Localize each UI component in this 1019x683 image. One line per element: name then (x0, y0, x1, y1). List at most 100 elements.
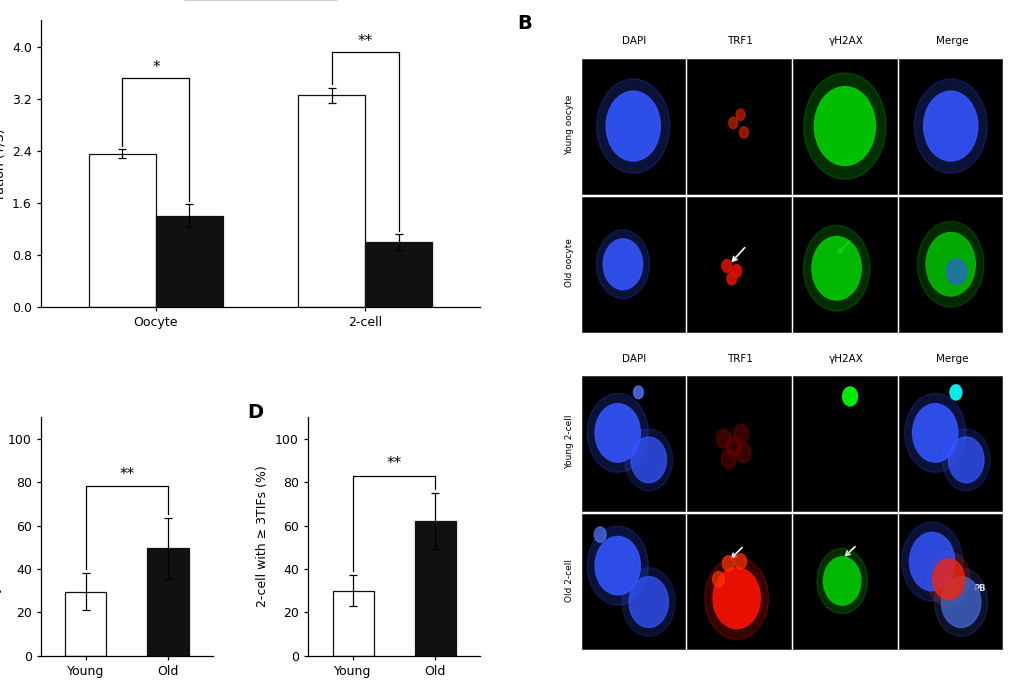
Bar (581, 59, 684, 193)
Circle shape (594, 404, 640, 462)
Text: *: * (152, 60, 160, 75)
Circle shape (942, 429, 989, 491)
Circle shape (629, 576, 667, 628)
Text: Old oocyte: Old oocyte (565, 238, 573, 287)
Circle shape (727, 273, 736, 285)
Circle shape (813, 87, 874, 165)
Text: **: ** (386, 456, 401, 471)
Circle shape (816, 548, 866, 613)
Bar (687, 197, 790, 332)
Bar (415, 521, 455, 656)
Circle shape (932, 559, 964, 600)
Circle shape (933, 568, 986, 637)
Text: TRF1: TRF1 (727, 354, 752, 364)
Circle shape (904, 393, 965, 473)
Text: TRF1: TRF1 (727, 36, 752, 46)
Circle shape (726, 437, 741, 456)
Circle shape (948, 437, 983, 483)
Circle shape (633, 386, 643, 399)
Circle shape (901, 522, 962, 601)
Text: Merge: Merge (934, 354, 967, 364)
Circle shape (625, 429, 672, 491)
Bar (898, 376, 1002, 511)
Bar (332, 591, 373, 656)
Circle shape (736, 443, 750, 462)
Text: DAPI: DAPI (622, 354, 646, 364)
Circle shape (602, 239, 642, 290)
Circle shape (946, 259, 966, 285)
Circle shape (631, 437, 665, 483)
Circle shape (587, 393, 648, 473)
Circle shape (941, 576, 980, 628)
Bar (793, 514, 896, 650)
Circle shape (594, 527, 605, 542)
Bar (148, 548, 189, 656)
Circle shape (594, 536, 640, 595)
Circle shape (596, 79, 669, 173)
Circle shape (716, 429, 731, 448)
Bar (581, 376, 684, 511)
Circle shape (811, 236, 860, 300)
Bar (365, 242, 432, 307)
Y-axis label: 2-cell with ≥ 3TIFs (%): 2-cell with ≥ 3TIFs (%) (256, 466, 269, 607)
Circle shape (596, 230, 649, 298)
Text: Old 2-cell: Old 2-cell (565, 559, 573, 602)
Circle shape (622, 568, 675, 637)
Bar (793, 376, 896, 511)
Text: **: ** (358, 34, 373, 49)
Circle shape (739, 127, 748, 138)
Bar (898, 197, 1002, 332)
Circle shape (912, 404, 957, 462)
Circle shape (803, 73, 886, 179)
Text: D: D (248, 403, 264, 421)
Circle shape (736, 109, 744, 120)
Circle shape (734, 554, 746, 569)
Circle shape (917, 221, 983, 307)
Circle shape (822, 557, 860, 605)
Circle shape (925, 232, 974, 296)
Bar (687, 59, 790, 193)
Circle shape (803, 225, 869, 311)
Text: PB: PB (972, 584, 985, 593)
Bar (793, 59, 896, 193)
Circle shape (949, 385, 961, 400)
Circle shape (587, 526, 648, 605)
Circle shape (842, 387, 857, 406)
Text: B: B (517, 14, 532, 33)
Bar (156, 216, 223, 307)
Bar (793, 197, 896, 332)
Text: γH2AX: γH2AX (827, 36, 863, 46)
Circle shape (712, 568, 759, 628)
Bar (298, 96, 365, 307)
Circle shape (926, 552, 969, 607)
Bar (898, 514, 1002, 650)
Text: **: ** (119, 467, 135, 482)
Text: Young 2-cell: Young 2-cell (565, 415, 573, 469)
Bar (581, 197, 684, 332)
Bar (687, 376, 790, 511)
Text: DAPI: DAPI (622, 36, 646, 46)
Circle shape (923, 91, 977, 161)
Bar (581, 514, 684, 650)
Circle shape (943, 255, 969, 289)
Bar (687, 514, 790, 650)
Circle shape (728, 117, 737, 128)
Circle shape (731, 264, 741, 277)
Circle shape (909, 532, 954, 591)
Circle shape (913, 79, 986, 173)
Circle shape (704, 557, 768, 639)
Text: Young oocyte: Young oocyte (565, 94, 573, 154)
Text: Merge: Merge (934, 36, 967, 46)
Circle shape (712, 572, 723, 587)
Circle shape (605, 91, 659, 161)
Circle shape (721, 556, 734, 571)
Bar (65, 591, 106, 656)
Bar (898, 59, 1002, 193)
Circle shape (720, 449, 736, 469)
Circle shape (734, 424, 748, 443)
Y-axis label: Relative telomere length
ration (T/S): Relative telomere length ration (T/S) (0, 86, 6, 241)
Circle shape (721, 260, 731, 273)
Bar (89, 154, 156, 307)
Text: γH2AX: γH2AX (827, 354, 863, 364)
Y-axis label: oocytes with ≥ 3TIFs (%): oocytes with ≥ 3TIFs (%) (0, 458, 2, 615)
